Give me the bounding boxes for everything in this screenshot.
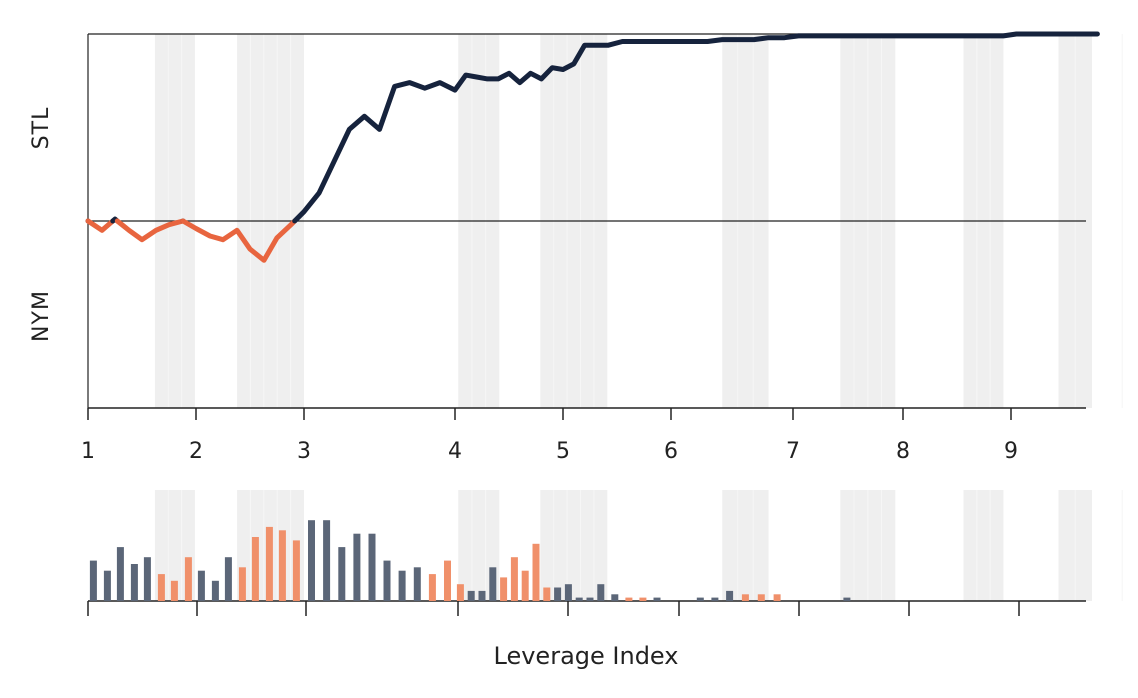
bar <box>543 587 551 601</box>
bar <box>489 567 497 601</box>
bar <box>428 574 436 601</box>
y-label-top: STL <box>29 107 54 150</box>
bar <box>224 557 232 601</box>
bar <box>130 564 138 601</box>
bar <box>251 537 259 601</box>
bar <box>89 560 97 601</box>
bar <box>532 543 540 601</box>
x-tick-label: 2 <box>189 439 203 464</box>
bar <box>611 594 619 601</box>
x-tick-label: 9 <box>1004 439 1018 464</box>
bar <box>157 574 165 601</box>
bar <box>564 584 572 601</box>
bar <box>625 597 633 601</box>
bar <box>575 597 583 601</box>
bar <box>383 560 391 601</box>
bar <box>170 580 178 601</box>
bar <box>726 590 734 601</box>
x-tick-label: 3 <box>297 439 311 464</box>
bar <box>368 533 376 601</box>
bar <box>278 530 286 601</box>
bar <box>510 557 518 601</box>
x-tick-label: 5 <box>556 439 570 464</box>
bar <box>143 557 151 601</box>
shade-band-bottom <box>722 490 769 601</box>
bar <box>741 594 749 601</box>
bar <box>238 567 246 601</box>
bar <box>478 590 486 601</box>
bar <box>843 597 851 601</box>
x-tick-label: 6 <box>664 439 678 464</box>
shade-bands-bottom <box>154 490 1123 601</box>
bar <box>597 584 605 601</box>
bar <box>500 577 508 601</box>
bar <box>773 594 781 601</box>
bar <box>639 597 647 601</box>
bar <box>696 597 704 601</box>
line-series <box>85 31 1100 263</box>
x-tick-label: 8 <box>896 439 910 464</box>
bar <box>467 590 475 601</box>
bar <box>338 547 346 601</box>
bar <box>711 597 719 601</box>
x-tick-label: 4 <box>448 439 462 464</box>
bar <box>586 597 594 601</box>
bar <box>554 587 562 601</box>
bar <box>353 533 361 601</box>
shade-band-bottom <box>540 490 608 601</box>
bar <box>413 567 421 601</box>
x-axis-title: Leverage Index <box>494 642 679 670</box>
bar <box>265 526 273 601</box>
bar <box>211 580 219 601</box>
bar <box>103 570 111 601</box>
line-segment-stl <box>292 31 1100 224</box>
line-segment-nym <box>180 218 298 263</box>
bar <box>444 560 451 601</box>
bar <box>197 570 205 601</box>
bar <box>521 570 529 601</box>
bar-series <box>89 520 851 601</box>
bar <box>323 520 331 601</box>
bar <box>757 594 765 601</box>
bar <box>398 570 406 601</box>
shade-band-bottom <box>963 490 1004 601</box>
bar <box>653 597 661 601</box>
bar <box>292 540 300 601</box>
line-segment-nym <box>114 218 186 243</box>
bar <box>184 557 192 601</box>
line-segment-nym <box>85 218 116 233</box>
x-tick-label: 1 <box>81 439 95 464</box>
y-label-bottom: NYM <box>29 290 54 342</box>
x-tick-label: 7 <box>786 439 800 464</box>
bar <box>456 584 464 601</box>
bar <box>116 547 124 601</box>
bar <box>308 520 315 601</box>
x-ticks: 1 2 3 4 5 6 7 8 9 <box>81 408 1020 616</box>
